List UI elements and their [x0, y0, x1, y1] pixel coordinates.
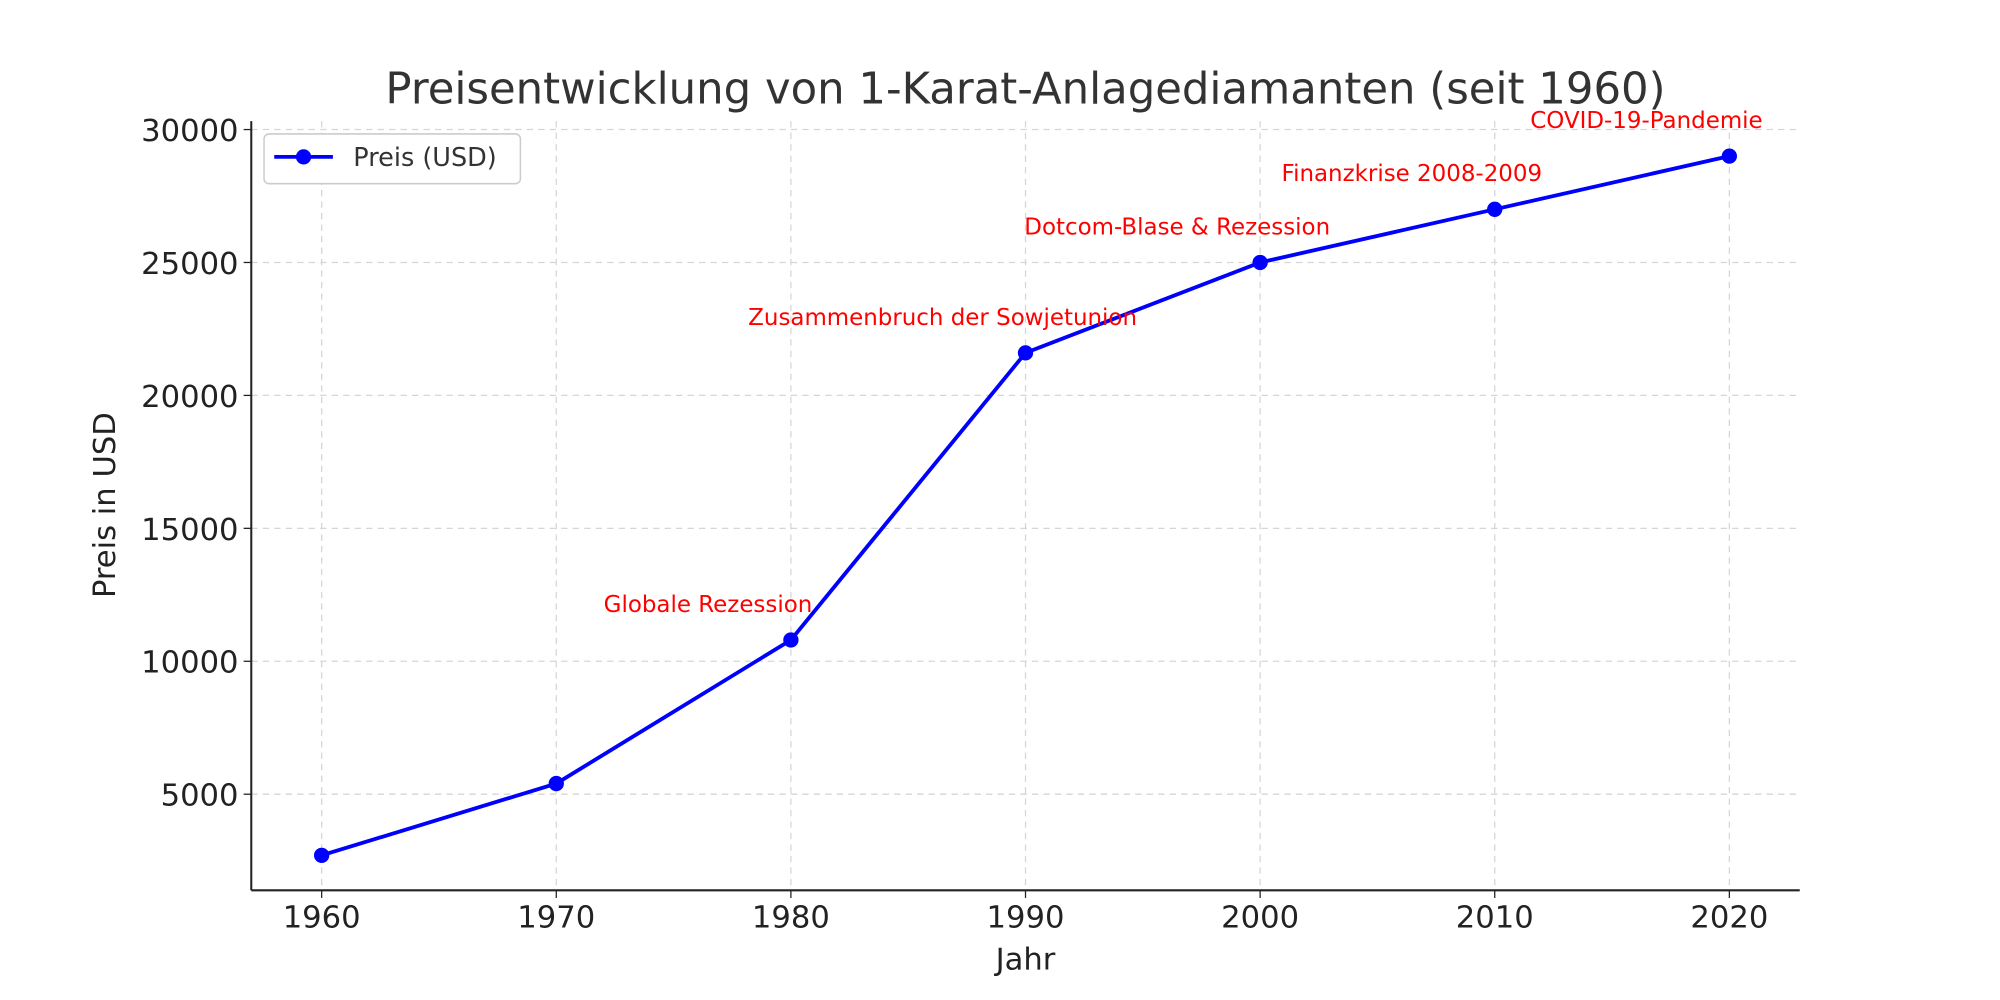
- data-point: [1252, 254, 1268, 271]
- data-point: [1487, 201, 1503, 217]
- series: [314, 148, 1738, 863]
- x-tick-label: 1960: [283, 900, 361, 935]
- annotation: Dotcom-Blase & Rezession: [1024, 214, 1330, 240]
- legend-marker: [295, 149, 312, 165]
- ticks: 1960 1970 1980 1990 2000 2010 2020 5000 10000 150…: [141, 114, 1768, 935]
- annotation: Zusammenbruch der Sowjetunion: [748, 305, 1137, 331]
- data-point: [314, 847, 330, 863]
- y-tick-label: 15000: [141, 513, 238, 548]
- x-tick-label: 2010: [1456, 900, 1534, 935]
- data-point: [1721, 148, 1738, 164]
- chart-title: Preisentwicklung von 1-Karat-Anlagediama…: [385, 64, 1665, 114]
- data-point: [1017, 345, 1034, 361]
- x-tick-label: 2000: [1221, 900, 1299, 935]
- x-tick-label: 2020: [1690, 900, 1768, 935]
- legend: Preis (USD): [263, 133, 522, 185]
- annotation: Globale Rezession: [604, 592, 813, 618]
- data-point: [783, 632, 799, 648]
- y-tick-label: 10000: [141, 646, 238, 681]
- legend-label: Preis (USD): [353, 143, 496, 173]
- data-point: [548, 775, 564, 792]
- y-tick-label: 25000: [141, 247, 238, 282]
- x-tick-label: 1980: [752, 900, 830, 935]
- x-axis-label: Jahr: [994, 942, 1056, 977]
- x-tick-label: 1990: [987, 900, 1065, 935]
- annotations: Globale Rezession Zusammenbruch der Sowje…: [604, 108, 1763, 618]
- grid: [251, 121, 1800, 891]
- y-tick-label: 20000: [141, 380, 238, 415]
- y-tick-label: 30000: [141, 114, 238, 149]
- annotation: COVID-19-Pandemie: [1530, 108, 1762, 134]
- legend-box: [263, 133, 522, 185]
- x-tick-label: 1970: [517, 900, 595, 935]
- y-tick-label: 5000: [161, 779, 239, 814]
- annotation: Finanzkrise 2008-2009: [1282, 161, 1543, 187]
- y-axis-label: Preis in USD: [88, 412, 123, 598]
